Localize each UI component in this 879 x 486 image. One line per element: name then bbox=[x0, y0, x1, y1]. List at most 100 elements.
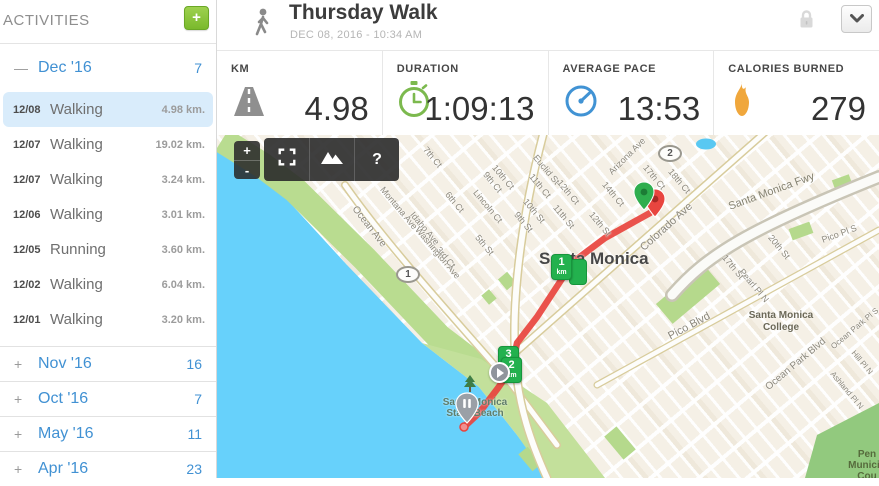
highway-1-badge: 1 bbox=[396, 266, 420, 283]
stat-km: KM 4.98 bbox=[217, 51, 382, 135]
route-map[interactable]: 7th Ct Idaho Ave Washington Ave Euclid St 10… bbox=[217, 135, 879, 478]
stat-label: CALORIES BURNED bbox=[728, 63, 845, 75]
parks bbox=[481, 174, 853, 472]
stats-bar: KM 4.98 DURATION 1:09:13 AVERAGE PACE 13:53 CA… bbox=[217, 50, 879, 135]
stat-average-pace: AVERAGE PACE 13:53 bbox=[547, 51, 714, 135]
activity-date: 12/05 bbox=[13, 243, 41, 256]
expand-toggle-icon[interactable]: + bbox=[14, 391, 23, 407]
map-toolbar: ? bbox=[264, 138, 399, 181]
month-group-apr16[interactable]: + Apr '16 23 bbox=[0, 451, 216, 486]
college-label: Santa Monica College bbox=[748, 310, 814, 333]
stat-value: 4.98 bbox=[304, 90, 369, 127]
pause-marker-pin bbox=[455, 392, 479, 429]
activity-distance: 3.60 km. bbox=[161, 243, 205, 256]
activity-type: Running bbox=[50, 241, 106, 258]
stat-label: KM bbox=[231, 63, 250, 75]
km-marker-1: 1 km bbox=[551, 254, 572, 280]
activity-distance: 6.04 km. bbox=[161, 278, 205, 291]
flame-icon bbox=[726, 79, 758, 124]
park-corner-label: Pen Municip Cou bbox=[848, 449, 879, 478]
activity-distance: 3.01 km. bbox=[161, 208, 205, 221]
expand-toggle-icon[interactable]: + bbox=[14, 426, 23, 442]
activity-type: Walking bbox=[50, 101, 103, 118]
activity-type: Walking bbox=[50, 136, 103, 153]
activity-row-12-08[interactable]: 12/08 Walking 4.98 km. bbox=[3, 92, 213, 127]
month-group-nov16[interactable]: + Nov '16 16 bbox=[0, 346, 216, 381]
zoom-in-button[interactable]: + bbox=[243, 143, 251, 158]
activity-header: Thursday Walk DEC 08, 2016 - 10:34 AM bbox=[217, 0, 879, 50]
activity-row-12-07[interactable]: 12/07 Walking 3.24 km. bbox=[0, 162, 216, 197]
expand-toggle-icon[interactable]: + bbox=[14, 356, 23, 372]
activity-list: 12/08 Walking 4.98 km. 12/07 Walking 19.02 km… bbox=[0, 92, 216, 337]
activity-datetime: DEC 08, 2016 - 10:34 AM bbox=[290, 29, 423, 41]
activity-row-12-05[interactable]: 12/05 Running 3.60 km. bbox=[0, 232, 216, 267]
month-group-label[interactable]: Oct '16 bbox=[38, 390, 89, 407]
activity-type: Walking bbox=[50, 171, 103, 188]
fullscreen-icon bbox=[277, 147, 297, 172]
stat-value: 279 bbox=[810, 90, 866, 127]
help-button[interactable]: ? bbox=[354, 138, 399, 181]
month-group-count: 7 bbox=[194, 60, 202, 76]
help-icon: ? bbox=[372, 150, 382, 168]
month-group-may16[interactable]: + May '16 11 bbox=[0, 416, 216, 451]
month-group-label[interactable]: Nov '16 bbox=[38, 355, 92, 372]
highway-2-badge: 2 bbox=[658, 145, 682, 162]
activity-type: Walking bbox=[50, 311, 103, 328]
collapse-toggle-icon[interactable]: — bbox=[14, 60, 28, 76]
walking-person-icon bbox=[251, 8, 275, 45]
activities-sidebar: ACTIVITIES + — Dec '16 7 12/08 Walking 4.9… bbox=[0, 0, 217, 478]
activity-distance: 3.20 km. bbox=[161, 313, 205, 326]
golf-course-park bbox=[805, 403, 879, 478]
add-activity-button[interactable]: + bbox=[184, 6, 209, 30]
km-marker-number: 2 bbox=[508, 359, 515, 371]
terrain-button[interactable] bbox=[309, 138, 354, 181]
month-group-count: 16 bbox=[186, 356, 202, 372]
activity-date: 12/08 bbox=[13, 103, 41, 116]
month-group-count: 7 bbox=[194, 391, 202, 407]
route-end-dot bbox=[459, 422, 469, 432]
collapse-panel-button[interactable] bbox=[841, 5, 872, 33]
stat-value: 1:09:13 bbox=[424, 90, 535, 127]
km-marker-unit: km bbox=[506, 372, 517, 379]
month-group-count: 11 bbox=[187, 426, 202, 442]
mountains-icon bbox=[320, 149, 344, 170]
stat-label: DURATION bbox=[396, 63, 459, 75]
fullscreen-button[interactable] bbox=[264, 138, 309, 181]
stat-duration: DURATION 1:09:13 bbox=[381, 51, 548, 135]
collapsed-month-list: + Nov '16 16 + Oct '16 7 + May '16 11 + Apr '16 23 bbox=[0, 346, 216, 486]
km-marker-number: 3 bbox=[505, 348, 512, 360]
pond bbox=[696, 138, 716, 150]
activity-date: 12/07 bbox=[13, 173, 41, 186]
month-group-count: 23 bbox=[186, 461, 202, 477]
map-zoom-control: + - bbox=[234, 141, 260, 179]
route-playback-button[interactable] bbox=[489, 362, 510, 383]
month-group-label[interactable]: Apr '16 bbox=[38, 460, 89, 477]
activity-date: 12/06 bbox=[13, 208, 41, 221]
activity-row-12-07[interactable]: 12/07 Walking 19.02 km. bbox=[0, 127, 216, 162]
month-group-label[interactable]: May '16 bbox=[38, 425, 94, 442]
km-marker-unit: km bbox=[556, 269, 567, 276]
activity-row-12-06[interactable]: 12/06 Walking 3.01 km. bbox=[0, 197, 216, 232]
activity-date: 12/02 bbox=[13, 278, 41, 291]
month-group-label[interactable]: Dec '16 bbox=[38, 59, 92, 76]
sidebar-title: ACTIVITIES bbox=[3, 12, 90, 29]
month-group-dec16[interactable]: — Dec '16 7 bbox=[0, 44, 216, 92]
expand-toggle-icon[interactable]: + bbox=[14, 461, 23, 477]
start-pin bbox=[633, 181, 655, 211]
activity-date: 12/07 bbox=[13, 138, 41, 151]
activity-row-12-01[interactable]: 12/01 Walking 3.20 km. bbox=[0, 302, 216, 337]
tree-icon bbox=[463, 375, 477, 398]
activity-detail-panel: Thursday Walk DEC 08, 2016 - 10:34 AM KM… bbox=[217, 0, 879, 478]
stat-label: AVERAGE PACE bbox=[562, 63, 657, 75]
activity-row-12-02[interactable]: 12/02 Walking 6.04 km. bbox=[0, 267, 216, 302]
stat-value: 13:53 bbox=[617, 90, 701, 127]
activity-distance: 3.24 km. bbox=[161, 173, 205, 186]
activity-date: 12/01 bbox=[13, 313, 41, 326]
month-group-oct16[interactable]: + Oct '16 7 bbox=[0, 381, 216, 416]
activity-type: Walking bbox=[50, 206, 103, 223]
road-icon bbox=[229, 83, 269, 124]
play-icon bbox=[497, 367, 504, 378]
zoom-out-button[interactable]: - bbox=[234, 160, 260, 179]
speedometer-icon bbox=[561, 81, 601, 124]
